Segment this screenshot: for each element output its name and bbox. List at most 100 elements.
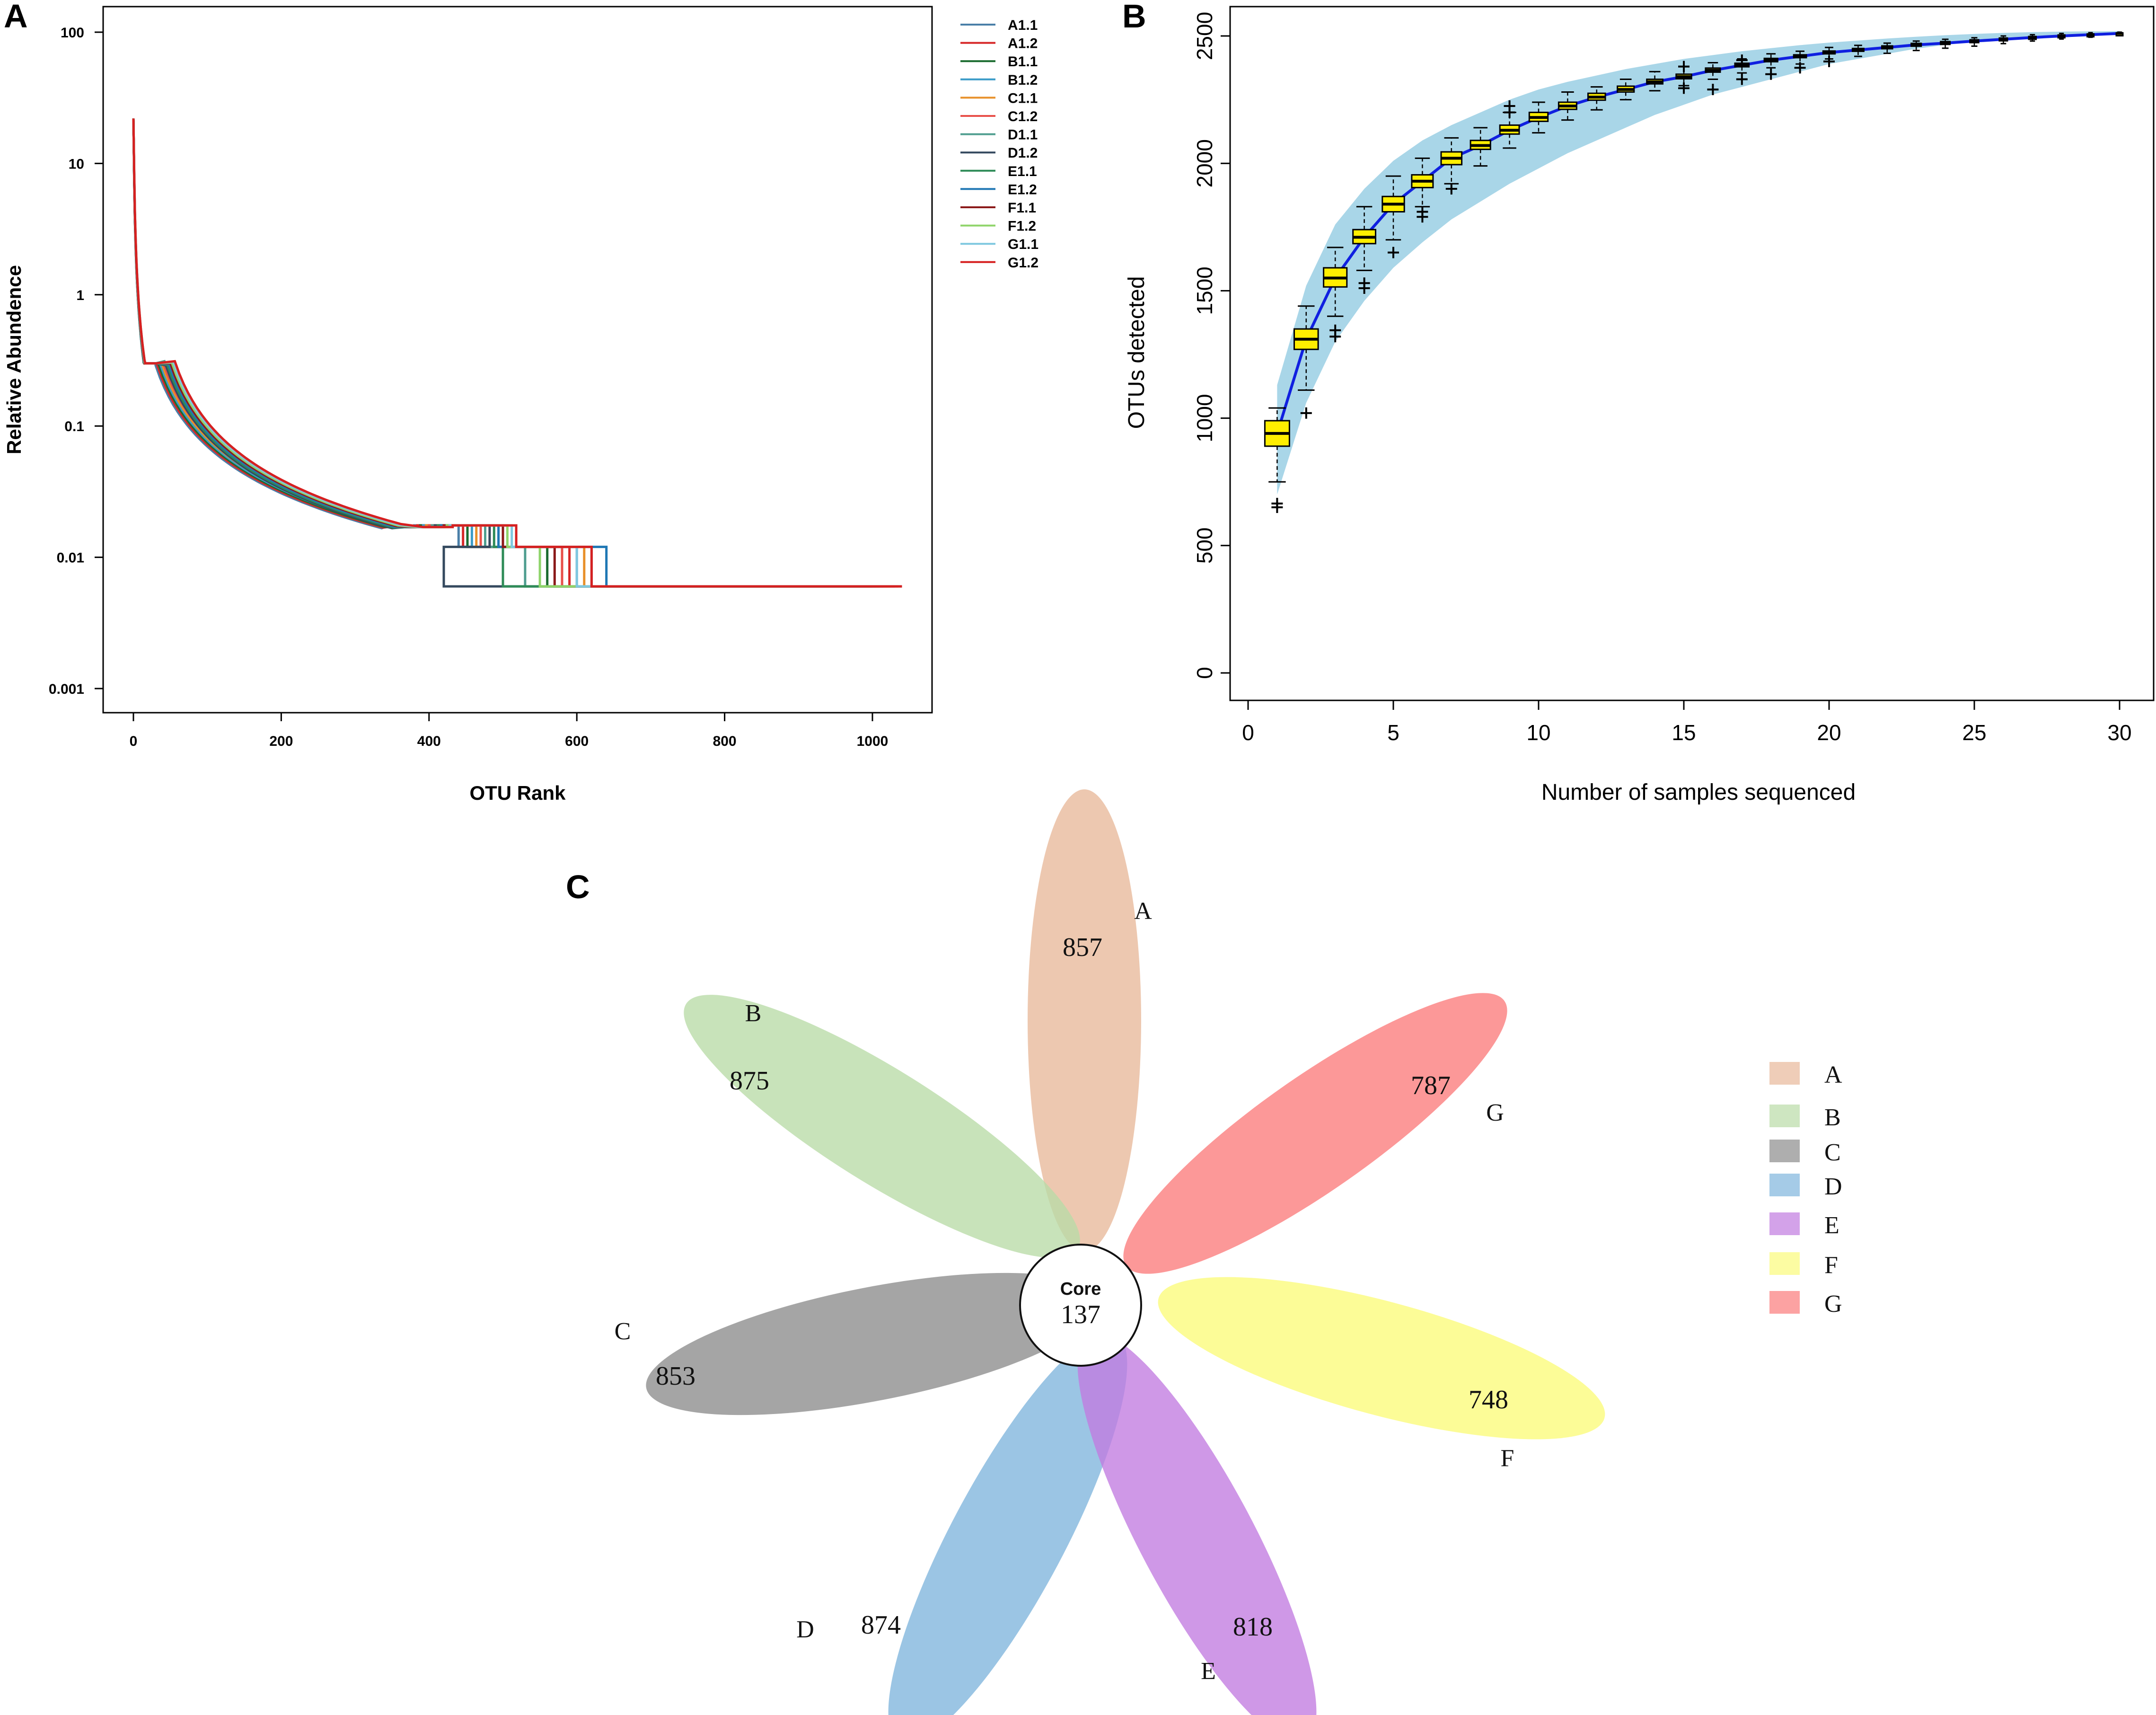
petal-f <box>1158 1277 1605 1440</box>
a-y-tick-label: 1 <box>76 288 84 303</box>
petal-c-label: C <box>615 1318 631 1345</box>
b-outlier <box>1823 55 1835 67</box>
a-series-line-G1.2 <box>132 118 902 588</box>
petal-e-label: E <box>1201 1658 1216 1685</box>
a-y-tick-label: 0.1 <box>64 419 84 434</box>
b-outlier <box>1707 84 1719 96</box>
b-y-tick-label: 1500 <box>1192 266 1217 315</box>
a-legend-label: C1.1 <box>1008 90 1038 106</box>
legend-c-swatch-a <box>1769 1062 1800 1085</box>
petal-b-value: 875 <box>730 1066 769 1096</box>
panel-a-legend: A1.1 A1.2 B1.1 B1.2 C1.1 C1.2 D1.1 D1.2 E1.1 E1.2… <box>960 18 1038 271</box>
a-x-tick-label: 1000 <box>857 734 889 749</box>
a-legend-label: B1.1 <box>1008 54 1038 70</box>
petal-f-label: F <box>1501 1445 1514 1472</box>
a-x-tick-label: 400 <box>417 734 441 749</box>
b-x-tick-label: 30 <box>2107 720 2131 745</box>
b-outlier <box>1794 62 1806 74</box>
core-circle <box>1019 1244 1142 1367</box>
a-x-tick-label: 0 <box>130 734 138 749</box>
b-outlier <box>1678 61 1690 72</box>
b-y-tick-label: 1000 <box>1192 394 1217 442</box>
legend-c-label-d: D <box>1824 1173 1842 1200</box>
panel-a-plot-frame <box>102 6 933 714</box>
a-legend-label: B1.2 <box>1008 72 1038 88</box>
a-legend-label: E1.1 <box>1008 164 1037 179</box>
legend-c-label-a: A <box>1824 1061 1842 1088</box>
b-y-tick-label: 0 <box>1192 667 1217 679</box>
petal-c <box>646 1273 1100 1415</box>
legend-c-swatch-b <box>1769 1105 1800 1127</box>
a-legend-label: F1.1 <box>1008 200 1036 216</box>
a-y-tick-label: 0.001 <box>49 681 84 697</box>
petal-b-label: B <box>745 1000 762 1027</box>
b-y-tick-label: 500 <box>1192 527 1217 564</box>
legend-c-label-b: B <box>1824 1104 1841 1131</box>
b-x-tick-label: 25 <box>1962 720 1986 745</box>
b-x-tick-label: 20 <box>1817 720 1841 745</box>
a-legend-label: F1.2 <box>1008 219 1036 234</box>
panel-a-y-ticks: 100 10 1 0.1 0.01 0.001 <box>49 25 103 697</box>
legend-c-swatch-e <box>1769 1212 1800 1235</box>
panel-a-lines <box>132 118 902 588</box>
b-outlier <box>1736 73 1748 85</box>
panel-b: B 0 5 10 15 20 25 30 0 500 1000 1500 2000 2500 Numb… <box>1122 0 2155 805</box>
petal-g-label: G <box>1486 1099 1504 1126</box>
legend-c-swatch-f <box>1769 1252 1800 1275</box>
a-legend-label: D1.2 <box>1008 145 1038 161</box>
legend-c-swatch-d <box>1769 1174 1800 1196</box>
petal-e-value: 818 <box>1233 1612 1273 1642</box>
panel-b-letter: B <box>1122 0 1146 35</box>
legend-c-label-g: G <box>1824 1291 1842 1317</box>
a-legend-label: A1.2 <box>1008 36 1038 52</box>
a-y-tick-label: 0.01 <box>57 550 84 566</box>
panel-b-y-ticks: 0 500 1000 1500 2000 2500 <box>1192 12 1230 679</box>
panel-c-legend: A B C D E F G <box>1769 1061 1842 1317</box>
petal-f-value: 748 <box>1469 1385 1508 1414</box>
panel-b-plot-area <box>1264 31 2124 513</box>
legend-c-label-e: E <box>1824 1212 1839 1239</box>
b-outlier <box>1417 206 1428 218</box>
panel-b-y-label: OTUs detected <box>1124 276 1149 429</box>
a-legend-label: D1.1 <box>1008 127 1038 143</box>
b-outlier <box>1765 68 1777 80</box>
a-y-tick-label: 10 <box>69 156 84 172</box>
legend-c-swatch-c <box>1769 1140 1800 1162</box>
a-legend-label: A1.1 <box>1008 18 1038 33</box>
b-x-tick-label: 15 <box>1672 720 1696 745</box>
b-x-tick-label: 10 <box>1526 720 1550 745</box>
a-legend-label: E1.2 <box>1008 182 1037 197</box>
panel-b-x-label: Number of samples sequenced <box>1541 780 1856 805</box>
petal-c-value: 853 <box>656 1361 695 1391</box>
petal-a-label: A <box>1134 898 1152 925</box>
core-value: 137 <box>1061 1300 1100 1329</box>
panel-a-x-ticks: 0 200 400 600 800 1000 <box>130 713 889 749</box>
b-outlier <box>1388 247 1399 258</box>
petal-a-value: 857 <box>1063 933 1102 962</box>
b-x-tick-label: 0 <box>1242 720 1254 745</box>
a-x-tick-label: 200 <box>269 734 293 749</box>
a-legend-label: G1.1 <box>1008 237 1038 252</box>
petal-b <box>684 995 1080 1258</box>
b-outlier <box>1736 54 1748 66</box>
panel-a: A 0 200 400 600 800 1000 100 10 1 0.1 0.01 0.001 O… <box>3 0 1038 804</box>
b-outlier <box>1504 100 1515 112</box>
a-legend-label: G1.2 <box>1008 255 1038 271</box>
petal-d <box>888 1332 1127 1715</box>
b-x-tick-label: 5 <box>1387 720 1399 745</box>
legend-c-label-f: F <box>1824 1252 1838 1279</box>
petal-d-label: D <box>796 1616 814 1643</box>
a-legend-label: C1.2 <box>1008 109 1038 124</box>
petal-e <box>1077 1332 1317 1715</box>
b-outlier <box>1271 497 1283 509</box>
panel-b-x-ticks: 0 5 10 15 20 25 30 <box>1242 700 2132 745</box>
panel-a-letter: A <box>4 0 28 35</box>
a-x-tick-label: 600 <box>565 734 589 749</box>
panel-c: C Core 137 857 875 853 874 818 748 787 A… <box>566 789 1842 1715</box>
b-y-tick-label: 2500 <box>1192 12 1217 60</box>
b-outlier <box>1445 183 1457 195</box>
b-outlier <box>1300 407 1312 419</box>
b-outlier <box>1329 324 1341 336</box>
legend-c-label-c: C <box>1824 1139 1841 1166</box>
